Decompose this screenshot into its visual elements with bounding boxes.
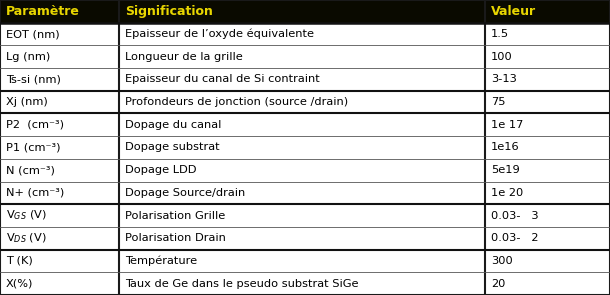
Text: Dopage Source/drain: Dopage Source/drain <box>125 188 245 198</box>
Bar <box>119 272 485 295</box>
Bar <box>119 227 485 250</box>
Bar <box>119 23 485 45</box>
Text: 0.03-   2: 0.03- 2 <box>491 233 539 243</box>
Bar <box>485 136 610 159</box>
Bar <box>0 159 119 181</box>
Bar <box>0 91 119 114</box>
Text: Polarisation Drain: Polarisation Drain <box>125 233 226 243</box>
Bar <box>119 68 485 91</box>
Text: Epaisseur du canal de Si contraint: Epaisseur du canal de Si contraint <box>125 74 320 84</box>
Text: Dopage LDD: Dopage LDD <box>125 165 196 175</box>
Text: Xj (nm): Xj (nm) <box>6 97 48 107</box>
Text: 1e 17: 1e 17 <box>491 120 523 130</box>
Bar <box>119 0 485 23</box>
Bar <box>119 114 485 136</box>
Bar <box>0 204 119 227</box>
Text: 1e 20: 1e 20 <box>491 188 523 198</box>
Text: N (cm⁻³): N (cm⁻³) <box>6 165 55 175</box>
Bar <box>0 136 119 159</box>
Bar <box>485 181 610 204</box>
Bar <box>0 181 119 204</box>
Text: Ts-si (nm): Ts-si (nm) <box>6 74 61 84</box>
Bar <box>119 136 485 159</box>
Bar <box>485 114 610 136</box>
Bar <box>485 272 610 295</box>
Bar <box>485 159 610 181</box>
Bar <box>485 0 610 23</box>
Text: 300: 300 <box>491 256 513 266</box>
Text: 0.03-   3: 0.03- 3 <box>491 211 539 221</box>
Bar <box>119 204 485 227</box>
Text: Taux de Ge dans le pseudo substrat SiGe: Taux de Ge dans le pseudo substrat SiGe <box>125 279 359 289</box>
Bar <box>485 91 610 114</box>
Bar <box>485 204 610 227</box>
Text: 75: 75 <box>491 97 506 107</box>
Bar <box>119 45 485 68</box>
Text: V$_{GS}$ (V): V$_{GS}$ (V) <box>6 209 47 222</box>
Text: Signification: Signification <box>125 5 213 18</box>
Text: 100: 100 <box>491 52 513 62</box>
Text: Lg (nm): Lg (nm) <box>6 52 51 62</box>
Bar <box>485 227 610 250</box>
Text: T (K): T (K) <box>6 256 33 266</box>
Text: Valeur: Valeur <box>491 5 536 18</box>
Text: Profondeurs de jonction (source /drain): Profondeurs de jonction (source /drain) <box>125 97 348 107</box>
Bar <box>119 250 485 272</box>
Text: Température: Température <box>125 256 197 266</box>
Bar <box>0 250 119 272</box>
Bar <box>0 68 119 91</box>
Text: Dopage du canal: Dopage du canal <box>125 120 221 130</box>
Bar <box>0 23 119 45</box>
Text: 20: 20 <box>491 279 506 289</box>
Bar <box>485 68 610 91</box>
Text: P2  (cm⁻³): P2 (cm⁻³) <box>6 120 64 130</box>
Bar <box>119 91 485 114</box>
Text: P1 (cm⁻³): P1 (cm⁻³) <box>6 142 60 153</box>
Text: X(%): X(%) <box>6 279 34 289</box>
Text: Paramètre: Paramètre <box>6 5 80 18</box>
Text: N+ (cm⁻³): N+ (cm⁻³) <box>6 188 64 198</box>
Text: 1.5: 1.5 <box>491 29 509 39</box>
Text: Dopage substrat: Dopage substrat <box>125 142 220 153</box>
Text: Polarisation Grille: Polarisation Grille <box>125 211 225 221</box>
Text: 5e19: 5e19 <box>491 165 520 175</box>
Bar <box>0 45 119 68</box>
Text: EOT (nm): EOT (nm) <box>6 29 60 39</box>
Bar <box>119 159 485 181</box>
Bar <box>0 114 119 136</box>
Text: 1e16: 1e16 <box>491 142 520 153</box>
Bar <box>0 0 119 23</box>
Text: Longueur de la grille: Longueur de la grille <box>125 52 243 62</box>
Bar <box>485 250 610 272</box>
Bar <box>119 181 485 204</box>
Text: V$_{DS}$ (V): V$_{DS}$ (V) <box>6 232 47 245</box>
Text: Epaisseur de l’oxyde équivalente: Epaisseur de l’oxyde équivalente <box>125 29 314 39</box>
Bar <box>485 23 610 45</box>
Bar <box>0 227 119 250</box>
Bar <box>0 272 119 295</box>
Bar <box>485 45 610 68</box>
Text: 3-13: 3-13 <box>491 74 517 84</box>
